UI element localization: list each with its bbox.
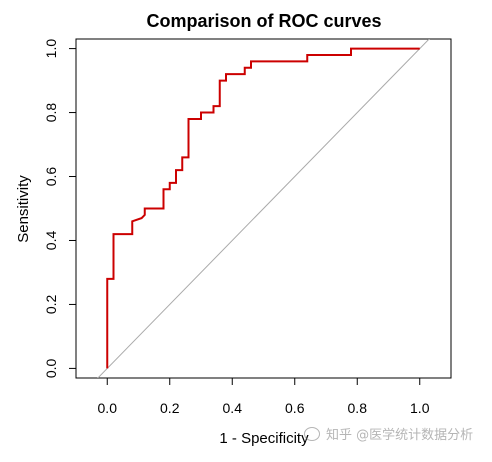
chart-title: Comparison of ROC curves xyxy=(146,11,381,31)
y-axis-label: Sensitivity xyxy=(15,175,32,243)
watermark-logo-icon xyxy=(304,426,320,441)
y-tick-label: 0.0 xyxy=(43,358,59,378)
x-tick-label: 1.0 xyxy=(410,400,430,416)
watermark-text: 知乎 @医学统计数据分析 xyxy=(326,428,474,443)
x-tick-label: 0.6 xyxy=(285,400,305,416)
x-axis-label: 1 - Specificity xyxy=(219,430,309,447)
y-tick-label: 0.4 xyxy=(43,231,59,251)
y-tick-label: 0.2 xyxy=(43,295,59,315)
x-tick-label: 0.4 xyxy=(223,400,243,416)
reference-diagonal-line xyxy=(97,39,430,378)
y-tick-label: 0.6 xyxy=(43,167,59,187)
x-tick-label: 0.8 xyxy=(348,400,368,416)
y-tick-label: 0.8 xyxy=(43,103,59,123)
plot-frame xyxy=(75,38,452,379)
x-tick-label: 0.2 xyxy=(160,400,180,416)
watermark: 知乎 @医学统计数据分析 xyxy=(304,424,473,443)
y-tick-label: 1.0 xyxy=(43,39,59,59)
roc-curve-line xyxy=(106,47,420,369)
x-tick-label: 0.0 xyxy=(98,400,118,416)
